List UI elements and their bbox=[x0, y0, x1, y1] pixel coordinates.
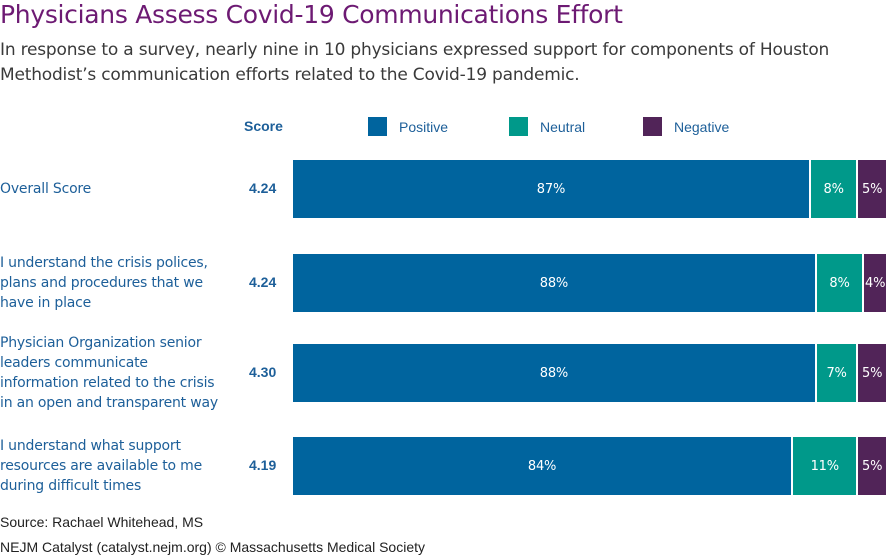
bar-segment-negative: 5% bbox=[858, 160, 886, 218]
chart-title: Physicians Assess Covid-19 Communication… bbox=[0, 0, 623, 29]
bar-segment-negative: 4% bbox=[864, 254, 886, 312]
bar-segment-positive: 88% bbox=[293, 344, 815, 402]
bar-segment-negative: 5% bbox=[858, 344, 886, 402]
legend-item-neutral: Neutral bbox=[509, 117, 585, 136]
legend-swatch-negative bbox=[643, 117, 662, 136]
row-label: Overall Score bbox=[0, 181, 92, 197]
row-score: 4.24 bbox=[249, 180, 277, 196]
credit-line: NEJM Catalyst (catalyst.nejm.org) © Mass… bbox=[0, 539, 426, 555]
legend-item-negative: Negative bbox=[643, 117, 729, 136]
bar-segment-neutral: 8% bbox=[816, 254, 863, 312]
bar-segment-neutral: 11% bbox=[793, 437, 857, 495]
bar-segment-positive: 88% bbox=[293, 254, 815, 312]
score-column-header: Score bbox=[244, 118, 283, 134]
legend-label-negative: Negative bbox=[674, 118, 730, 135]
bar-segment-neutral: 7% bbox=[816, 344, 857, 402]
row-score: 4.19 bbox=[249, 457, 277, 473]
row-score: 4.24 bbox=[249, 274, 277, 290]
source-note: Source: Rachael Whitehead, MS bbox=[0, 514, 204, 530]
legend-label-neutral: Neutral bbox=[540, 118, 586, 135]
chart-subtitle: In response to a survey, nearly nine in … bbox=[0, 40, 830, 85]
legend-item-positive: Positive bbox=[368, 117, 448, 136]
row-label: Physician Organization senior leaders co… bbox=[0, 335, 218, 411]
legend-swatch-positive bbox=[368, 117, 387, 136]
bar-segment-negative: 5% bbox=[858, 437, 886, 495]
bar-segment-neutral: 8% bbox=[810, 160, 857, 218]
bar-segment-positive: 87% bbox=[293, 160, 809, 218]
row-label: I understand what support resources are … bbox=[0, 438, 202, 494]
row-score: 4.30 bbox=[249, 364, 277, 380]
legend-label-positive: Positive bbox=[399, 118, 449, 135]
row-label: I understand the crisis polices, plans a… bbox=[0, 255, 208, 311]
legend-swatch-neutral bbox=[509, 117, 528, 136]
bar-segment-positive: 84% bbox=[293, 437, 792, 495]
